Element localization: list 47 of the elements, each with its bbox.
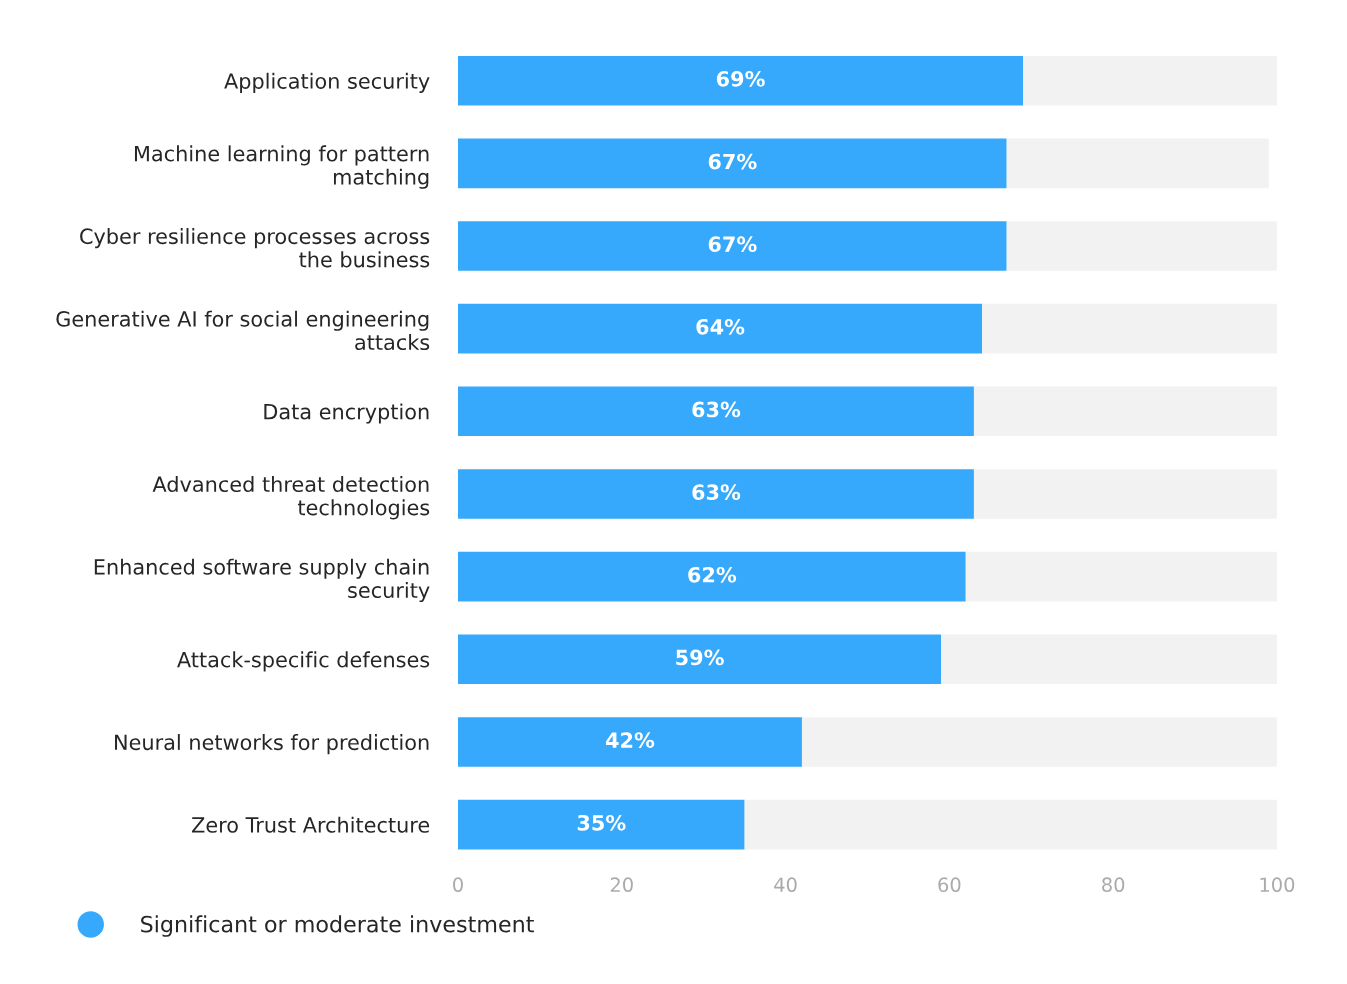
y-tick-label: Zero Trust Architecture bbox=[192, 816, 430, 833]
data-label: 35% bbox=[577, 814, 626, 831]
y-tick-label: Enhanced software supply chain security bbox=[94, 558, 430, 603]
bar bbox=[744, 799, 1277, 850]
bar bbox=[1023, 55, 1277, 106]
bar bbox=[457, 55, 1024, 106]
bar bbox=[457, 551, 966, 602]
bar bbox=[941, 634, 1277, 685]
data-label: 62% bbox=[688, 566, 737, 583]
x-tick-label: 80 bbox=[1102, 877, 1125, 893]
bar bbox=[457, 634, 942, 685]
bar bbox=[801, 717, 1277, 767]
bar bbox=[973, 469, 1277, 519]
bar bbox=[457, 469, 974, 519]
bar bbox=[965, 551, 1277, 602]
data-label: 63% bbox=[692, 484, 741, 501]
bar bbox=[982, 303, 1277, 354]
bar bbox=[457, 799, 745, 850]
data-label: 69% bbox=[716, 70, 765, 87]
data-label: 64% bbox=[696, 318, 745, 335]
x-tick-label: 100 bbox=[1260, 877, 1295, 893]
y-tick-label: Attack-specific defenses bbox=[177, 651, 430, 672]
bar bbox=[1006, 221, 1277, 271]
data-label: 67% bbox=[708, 236, 757, 253]
bar bbox=[457, 303, 983, 354]
y-tick-label: Neural networks for prediction bbox=[115, 734, 429, 755]
bar bbox=[457, 717, 802, 767]
x-tick-label: 60 bbox=[938, 877, 961, 893]
y-tick-label: Data encryption bbox=[264, 403, 429, 424]
legend-label: Significant or moderate investment bbox=[141, 915, 534, 937]
x-tick-label: 20 bbox=[610, 877, 633, 893]
y-tick-label: Cyber resilience processes across the business bbox=[80, 228, 430, 268]
bar bbox=[457, 221, 1007, 271]
bar bbox=[457, 386, 974, 437]
x-tick-label: 40 bbox=[774, 877, 797, 893]
x-tick-label: 0 bbox=[453, 877, 463, 893]
y-tick-label: Machine learning for pattern matching bbox=[134, 145, 429, 189]
data-label: 42% bbox=[605, 732, 655, 748]
y-tick-label: Advanced threat detection technologies bbox=[152, 475, 430, 520]
data-label: 63% bbox=[692, 401, 741, 418]
y-tick-label: Application security bbox=[224, 72, 430, 93]
y-tick-label: Generative AI for social engineering attacks bbox=[56, 310, 430, 351]
bar bbox=[973, 386, 1277, 437]
data-label: 67% bbox=[708, 153, 757, 170]
bar bbox=[1006, 138, 1269, 189]
data-label: 59% bbox=[676, 649, 724, 666]
bar bbox=[457, 138, 1007, 189]
